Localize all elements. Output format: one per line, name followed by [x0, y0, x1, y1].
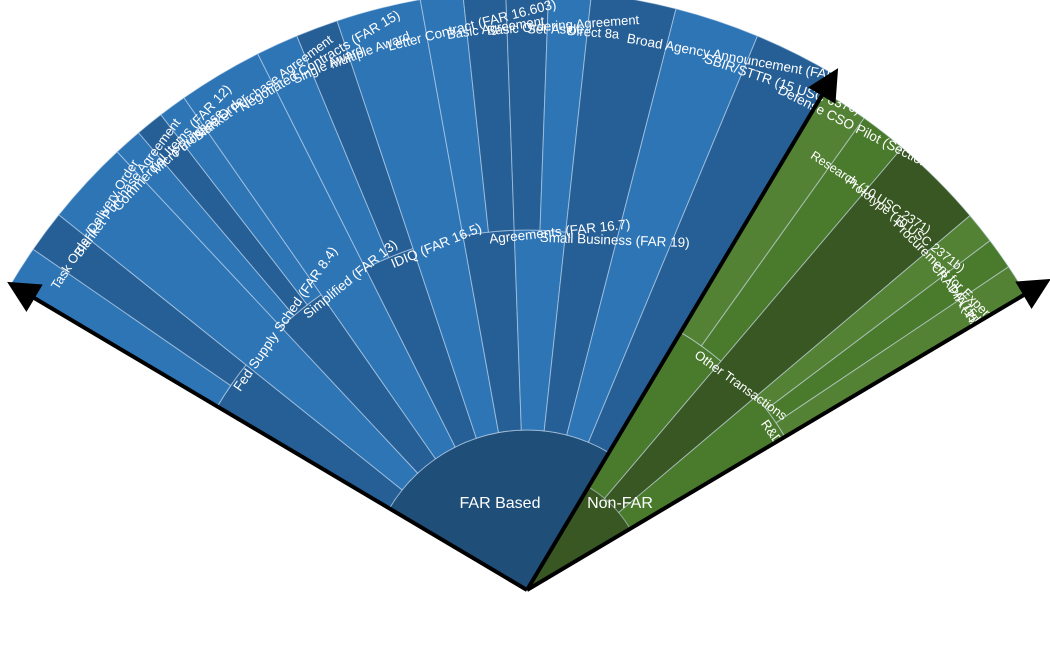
- far-based-center-label: FAR Based: [460, 495, 541, 512]
- nonfar-right-boundary-arrow: [525, 278, 1050, 592]
- far-category-label: Small Business (FAR 19): [539, 230, 690, 250]
- far-item-label: Set-Aside: [527, 21, 583, 36]
- far-nonfar-divider-arrow: [525, 68, 839, 592]
- non-far-center-label: Non-FAR: [587, 495, 653, 512]
- far-item-label: Direct 8a: [567, 23, 621, 42]
- center-hub: FAR Based Non-FAR: [460, 495, 653, 512]
- boundary-arrows: [7, 68, 1050, 592]
- far-wedges: [9, 0, 835, 591]
- non-far-wedges: [526, 91, 1027, 591]
- far-left-boundary-arrow: [7, 281, 529, 592]
